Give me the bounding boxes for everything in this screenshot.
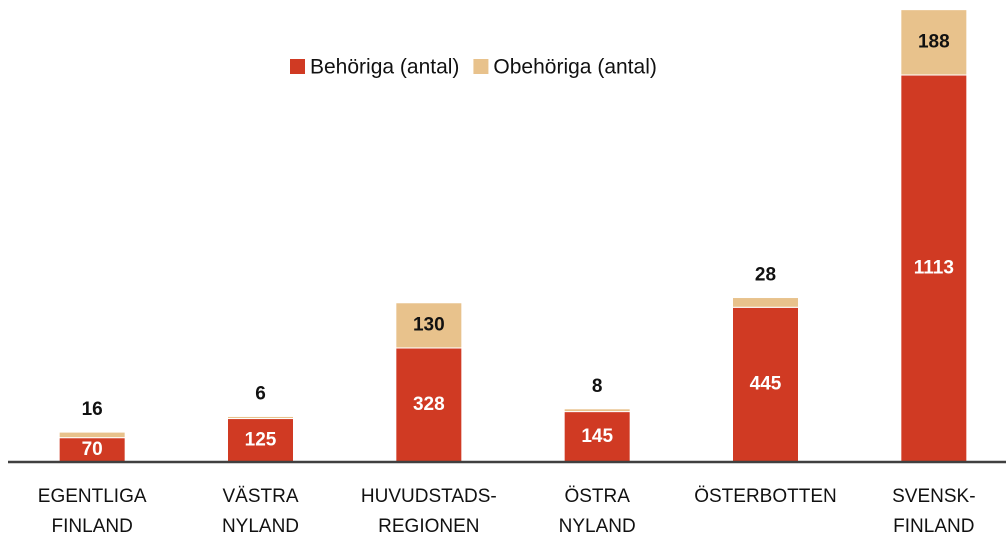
bar-segment [732,297,799,308]
x-tick-label: ÖSTRA NYLAND [559,486,636,537]
value-label: 145 [581,426,613,447]
value-label: 188 [918,31,950,52]
bar-segment [227,415,294,420]
bar-segment [732,306,799,463]
bar-segment [563,408,631,413]
x-tick-label: VÄSTRA NYLAND [222,486,299,537]
legend-label: Behöriga (antal) [310,56,459,79]
bar-segment [900,9,968,76]
legend-swatch [473,59,489,74]
value-label: 28 [755,265,776,286]
bar-segment [395,302,463,349]
value-label: 1113 [914,258,954,279]
legend-swatch [290,59,305,74]
value-label: 6 [255,383,266,404]
value-label: 328 [413,394,445,415]
value-label: 125 [245,429,277,450]
x-tick-label: SVENSK-FINLAND [892,486,975,537]
x-tick-label: HUVUDSTADS-REGIONEN [361,486,497,537]
x-tick-label: ÖSTERBOTTEN [694,486,837,507]
value-label: 8 [592,376,603,397]
legend-label: Obehöriga (antal) [493,56,656,79]
value-label: 70 [82,439,103,460]
bar-segment [58,431,126,439]
value-label: 445 [750,374,782,395]
value-label: 130 [413,314,445,335]
x-tick-label: EGENTLIGA FINLAND [38,486,147,537]
bar-segment [227,418,294,463]
value-label: 16 [82,399,103,420]
bar-segment [58,437,126,463]
